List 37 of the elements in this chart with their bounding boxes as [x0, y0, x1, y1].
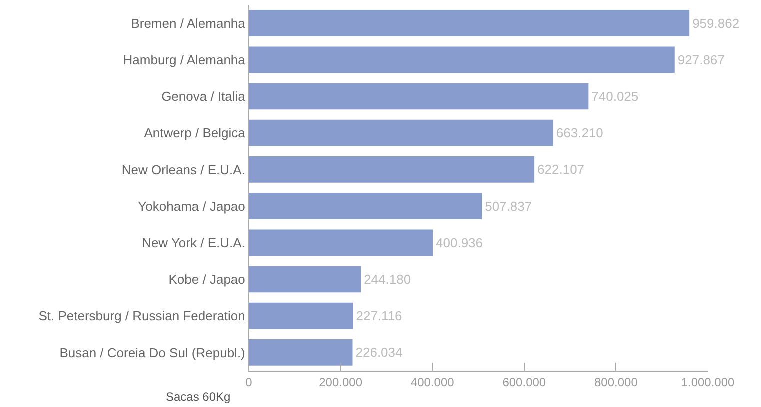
bar — [249, 266, 362, 293]
y-tick-label: St. Petersburg / Russian Federation — [38, 308, 246, 324]
y-tick-label: New Orleans / E.U.A. — [122, 162, 246, 178]
y-tick-label: Genova / Italia — [162, 89, 246, 104]
x-tick-label: 400.000 — [410, 375, 455, 390]
data-label: 226.034 — [356, 345, 403, 360]
data-label: 740.025 — [592, 89, 639, 104]
y-tick-label: New York / E.U.A. — [142, 235, 246, 250]
bar — [249, 83, 589, 110]
y-tick-label: Bremen / Alemanha — [131, 16, 246, 31]
data-label: 622.107 — [538, 162, 585, 178]
x-tick-label: 200.000 — [319, 375, 363, 390]
data-label: 959.862 — [692, 16, 740, 31]
y-tick-label: Yokohama / Japao — [138, 198, 246, 214]
data-label: 400.936 — [436, 235, 484, 250]
bar — [249, 120, 554, 146]
y-tick-label: Antwerp / Belgica — [144, 126, 246, 141]
y-tick-label: Hamburg / Alemanha — [123, 52, 246, 68]
x-tick-label: 1.000.000 — [681, 375, 736, 390]
bar — [249, 46, 675, 74]
y-tick-label: Kobe / Japao — [168, 272, 246, 288]
bar — [249, 230, 434, 256]
bar — [249, 10, 690, 36]
y-tick-label: Busan / Coreia Do Sul (Republ.) — [60, 345, 246, 360]
x-tick-label: 800.000 — [594, 375, 638, 390]
data-label: 227.116 — [356, 308, 402, 324]
bar — [249, 193, 482, 220]
bar — [249, 340, 353, 366]
x-axis-title: Sacas 60Kg — [166, 390, 231, 404]
bar — [249, 302, 354, 330]
data-label: 507.837 — [485, 198, 532, 214]
data-label: 244.180 — [364, 272, 412, 287]
data-label: 927.867 — [678, 52, 725, 68]
data-label: 663.210 — [556, 126, 604, 141]
x-tick-label: 0 — [246, 375, 253, 390]
x-tick-label: 600.000 — [502, 375, 546, 390]
bar — [249, 156, 535, 183]
